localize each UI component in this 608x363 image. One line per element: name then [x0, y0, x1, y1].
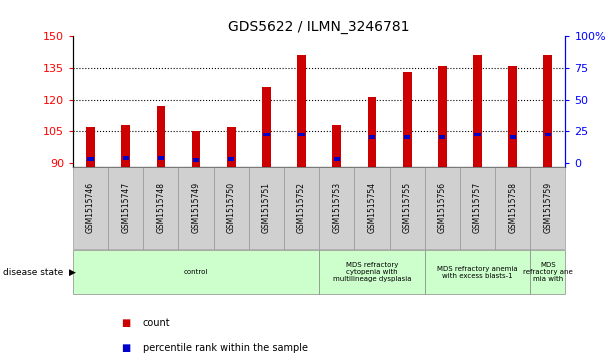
- Bar: [157, 156, 164, 160]
- Bar: [474, 132, 481, 136]
- Bar: [86, 127, 95, 167]
- Bar: [299, 132, 305, 136]
- Bar: [156, 106, 165, 167]
- Bar: [544, 55, 552, 167]
- Text: MDS refractory
cytopenia with
multilineage dysplasia: MDS refractory cytopenia with multilinea…: [333, 262, 411, 282]
- Text: GSM1515749: GSM1515749: [192, 182, 201, 233]
- Text: GSM1515759: GSM1515759: [544, 182, 552, 233]
- Text: disease state  ▶: disease state ▶: [3, 268, 76, 277]
- Text: GSM1515757: GSM1515757: [473, 182, 482, 233]
- Bar: [122, 125, 130, 167]
- Bar: [439, 135, 446, 139]
- Bar: [334, 157, 340, 161]
- Text: MDS refractory anemia
with excess blasts-1: MDS refractory anemia with excess blasts…: [437, 266, 518, 279]
- Bar: [88, 157, 94, 161]
- Bar: [404, 135, 410, 139]
- Bar: [545, 132, 551, 136]
- Bar: [123, 156, 129, 160]
- Title: GDS5622 / ILMN_3246781: GDS5622 / ILMN_3246781: [229, 20, 410, 34]
- Text: ■: ■: [122, 343, 131, 354]
- Text: GSM1515751: GSM1515751: [262, 182, 271, 233]
- Bar: [510, 135, 516, 139]
- Bar: [369, 135, 375, 139]
- Bar: [438, 66, 447, 167]
- Text: GSM1515758: GSM1515758: [508, 182, 517, 233]
- Bar: [192, 131, 201, 167]
- Bar: [297, 55, 306, 167]
- Text: percentile rank within the sample: percentile rank within the sample: [143, 343, 308, 354]
- Text: GSM1515750: GSM1515750: [227, 182, 236, 233]
- Text: count: count: [143, 318, 170, 328]
- Text: GSM1515746: GSM1515746: [86, 182, 95, 233]
- Bar: [508, 66, 517, 167]
- Text: MDS
refractory ane
mia with: MDS refractory ane mia with: [523, 262, 573, 282]
- Bar: [368, 97, 376, 167]
- Text: GSM1515753: GSM1515753: [333, 182, 341, 233]
- Bar: [402, 72, 412, 167]
- Bar: [193, 158, 199, 162]
- Text: ■: ■: [122, 318, 131, 328]
- Text: GSM1515756: GSM1515756: [438, 182, 447, 233]
- Text: GSM1515754: GSM1515754: [367, 182, 376, 233]
- Bar: [473, 55, 482, 167]
- Bar: [263, 132, 269, 136]
- Bar: [262, 87, 271, 167]
- Bar: [228, 157, 235, 161]
- Text: GSM1515755: GSM1515755: [402, 182, 412, 233]
- Text: GSM1515748: GSM1515748: [156, 182, 165, 233]
- Text: GSM1515752: GSM1515752: [297, 182, 306, 233]
- Text: GSM1515747: GSM1515747: [121, 182, 130, 233]
- Bar: [227, 127, 236, 167]
- Text: control: control: [184, 269, 209, 275]
- Bar: [333, 125, 341, 167]
